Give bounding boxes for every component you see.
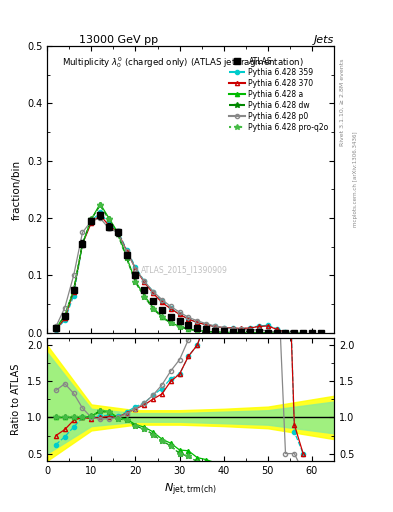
Text: Jets: Jets [314,35,334,45]
Y-axis label: Ratio to ATLAS: Ratio to ATLAS [11,364,21,435]
Text: mcplots.cern.ch [arXiv:1306.3436]: mcplots.cern.ch [arXiv:1306.3436] [353,132,358,227]
Legend: ATLAS, Pythia 6.428 359, Pythia 6.428 370, Pythia 6.428 a, Pythia 6.428 dw, Pyth: ATLAS, Pythia 6.428 359, Pythia 6.428 37… [227,56,330,133]
Text: ATLAS_2015_I1390909: ATLAS_2015_I1390909 [141,265,228,274]
Y-axis label: fraction/bin: fraction/bin [11,159,21,220]
Text: Rivet 3.1.10, ≥ 2.8M events: Rivet 3.1.10, ≥ 2.8M events [340,59,345,146]
Text: Multiplicity $\lambda_0^0$ (charged only) (ATLAS jet fragmentation): Multiplicity $\lambda_0^0$ (charged only… [61,55,303,70]
Text: 13000 GeV pp: 13000 GeV pp [79,35,158,45]
X-axis label: $N_{\mathrm{jet,trm(ch)}}$: $N_{\mathrm{jet,trm(ch)}}$ [164,481,217,498]
